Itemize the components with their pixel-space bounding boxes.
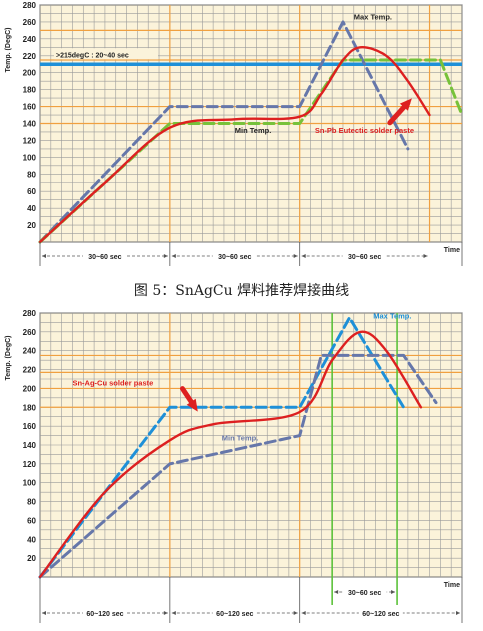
pointer-arrow-head bbox=[186, 398, 198, 412]
series-line-0 bbox=[38, 316, 406, 579]
annotation-label: Min Temp. bbox=[235, 126, 272, 135]
hline-label: >215degC : 20~40 sec bbox=[56, 52, 129, 59]
y-tick-label: 140 bbox=[23, 120, 37, 129]
series-line-1 bbox=[38, 353, 438, 579]
chart-snpb-panel: >215degC : 20~40 sec 20 40 60 80 100 120 140 160… bbox=[0, 0, 483, 272]
interval-label: 30~60 sec bbox=[348, 254, 381, 261]
interval-arrow-right bbox=[163, 254, 168, 258]
interval-arrow-right bbox=[423, 254, 428, 258]
interval-arrow-left bbox=[42, 611, 46, 615]
annotation-label: Sn-Ag-Cu solder paste bbox=[72, 379, 153, 388]
y-tick-label: 60 bbox=[27, 516, 36, 525]
interval-label-bg bbox=[342, 251, 387, 261]
interval-label: 60~120 sec bbox=[86, 611, 123, 618]
hline-label-bg bbox=[54, 48, 158, 60]
y-tick-label: 100 bbox=[23, 153, 37, 162]
y-tick-label: 40 bbox=[27, 204, 36, 213]
annotation-label: Sn-Pb Eutectic solder paste bbox=[315, 126, 414, 135]
pointer-arrow-head bbox=[399, 98, 412, 111]
y-axis-label: Temp. (DegC) bbox=[5, 28, 12, 73]
interval-label: 30~60 sec bbox=[88, 254, 121, 261]
y-tick-label: 60 bbox=[27, 187, 36, 196]
interval-label-bg bbox=[342, 587, 387, 597]
annotation-label: Max Temp. bbox=[354, 12, 392, 21]
interval-label: 60~120 sec bbox=[362, 611, 399, 618]
y-tick-label: 200 bbox=[23, 384, 37, 393]
y-tick-label: 240 bbox=[23, 35, 37, 44]
x-axis-label: Time bbox=[444, 582, 460, 589]
interval-arrow-left bbox=[334, 590, 339, 594]
y-tick-label: 20 bbox=[27, 554, 36, 563]
y-tick-label: 220 bbox=[23, 366, 37, 375]
interval-label-bg bbox=[212, 608, 257, 618]
interval-arrow-left bbox=[42, 254, 46, 258]
interval-label-bg bbox=[82, 251, 127, 261]
y-tick-label: 280 bbox=[23, 309, 37, 318]
interval-label-bg bbox=[358, 608, 403, 618]
y-tick-label: 280 bbox=[23, 1, 37, 10]
y-tick-label: 180 bbox=[23, 86, 37, 95]
y-tick-label: 100 bbox=[23, 479, 37, 488]
interval-arrow-left bbox=[301, 611, 306, 615]
annotation-label: Max Temp. bbox=[373, 312, 411, 321]
y-tick-label: 140 bbox=[23, 441, 37, 450]
y-tick-label: 260 bbox=[23, 328, 37, 337]
y-tick-label: 200 bbox=[23, 69, 37, 78]
y-tick-label: 160 bbox=[23, 103, 37, 112]
grid bbox=[39, 312, 463, 578]
y-tick-label: 120 bbox=[23, 460, 37, 469]
series-line-2 bbox=[38, 46, 431, 244]
y-tick-label: 80 bbox=[27, 170, 36, 179]
y-tick-label: 220 bbox=[23, 52, 37, 61]
interval-label: 30~60 sec bbox=[218, 254, 251, 261]
interval-arrow-left bbox=[301, 254, 306, 258]
interval-arrow-left bbox=[171, 254, 176, 258]
y-tick-label: 80 bbox=[27, 498, 36, 507]
y-tick-label: 160 bbox=[23, 422, 37, 431]
y-tick-label: 40 bbox=[27, 535, 36, 544]
x-axis-label: Time bbox=[444, 247, 460, 254]
interval-arrow-right bbox=[163, 611, 168, 615]
y-tick-label: 180 bbox=[23, 403, 37, 412]
interval-arrow-right bbox=[293, 611, 298, 615]
interval-label-bg bbox=[82, 608, 127, 618]
interval-arrow-left bbox=[171, 611, 176, 615]
chart-svg: 20 40 60 80 100 120 140 160 180 200 220 240 260 280 Te… bbox=[5, 309, 463, 623]
series-line-2 bbox=[38, 330, 423, 579]
chart-svg: >215degC : 20~40 sec 20 40 60 80 100 120 140 160… bbox=[5, 1, 464, 266]
interval-label-bg bbox=[212, 251, 257, 261]
series-line-0 bbox=[38, 20, 410, 244]
interval-label: 60~120 sec bbox=[216, 611, 253, 618]
y-tick-label: 120 bbox=[23, 136, 37, 145]
interval-arrow-right bbox=[391, 590, 396, 594]
y-axis-label: Temp. (DegC) bbox=[5, 336, 12, 381]
interval-label: 30~60 sec bbox=[348, 590, 381, 597]
interval-arrow-right bbox=[456, 611, 460, 615]
annotation-label: Min Temp. bbox=[222, 433, 259, 442]
chart-snagcu-panel: 20 40 60 80 100 120 140 160 180 200 220 240 260 280 Te… bbox=[0, 305, 483, 626]
y-tick-label: 260 bbox=[23, 18, 37, 27]
figure-caption: 图 5：SnAgCu 焊料推荐焊接曲线 bbox=[133, 283, 350, 299]
y-tick-label: 20 bbox=[27, 221, 36, 230]
y-tick-label: 240 bbox=[23, 347, 37, 356]
interval-arrow-right bbox=[293, 254, 298, 258]
